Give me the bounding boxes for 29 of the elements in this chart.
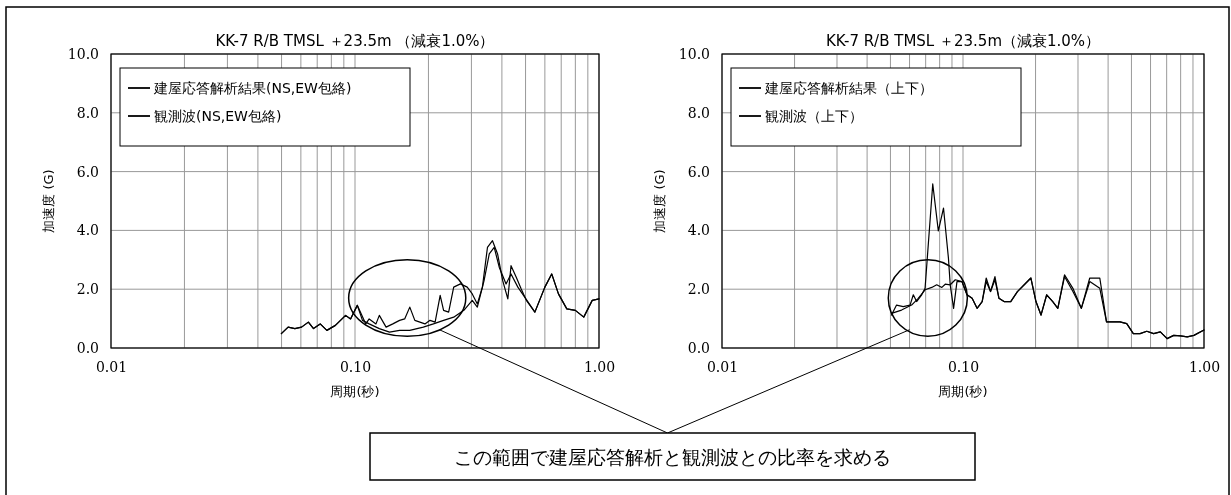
legend-label: 観測波(NS,EW包絡) <box>154 108 282 124</box>
chart-title: KK-7 R/B TMSL ＋23.5m（減衰1.0%） <box>825 32 1101 50</box>
y-tick-label: 0.0 <box>76 339 99 356</box>
x-tick-label: 1.00 <box>583 358 616 375</box>
x-tick-label: 0.01 <box>706 358 739 375</box>
y-tick-label: 2.0 <box>687 281 710 298</box>
y-tick-label: 6.0 <box>76 163 99 180</box>
y-tick-label: 4.0 <box>76 222 99 239</box>
y-axis-title: 加速度 (G) <box>652 169 667 233</box>
x-axis-title: 周期(秒) <box>330 384 380 399</box>
x-tick-label: 0.10 <box>339 358 372 375</box>
legend-label: 建屋応答解析結果(NS,EW包絡) <box>153 80 352 96</box>
y-tick-label: 8.0 <box>687 104 710 121</box>
y-tick-label: 6.0 <box>687 163 710 180</box>
x-tick-label: 0.10 <box>947 358 980 375</box>
legend-label: 建屋応答解析結果（上下） <box>764 80 933 96</box>
x-axis-title: 周期(秒) <box>938 384 988 399</box>
y-axis-title: 加速度 (G) <box>41 169 56 233</box>
legend-label: 観測波（上下） <box>765 108 863 124</box>
text: この範囲で建屋応答解析と観測波との比率を求める <box>454 445 891 468</box>
y-tick-label: 2.0 <box>76 281 99 298</box>
y-tick-label: 10.0 <box>67 45 99 62</box>
y-tick-label: 0.0 <box>687 339 710 356</box>
y-tick-label: 10.0 <box>678 45 710 62</box>
y-tick-label: 4.0 <box>687 222 710 239</box>
x-tick-label: 0.01 <box>95 358 128 375</box>
chart-title: KK-7 R/B TMSL ＋23.5m （減衰1.0%） <box>215 32 495 50</box>
x-tick-label: 1.00 <box>1188 358 1221 375</box>
y-tick-label: 8.0 <box>76 104 99 121</box>
